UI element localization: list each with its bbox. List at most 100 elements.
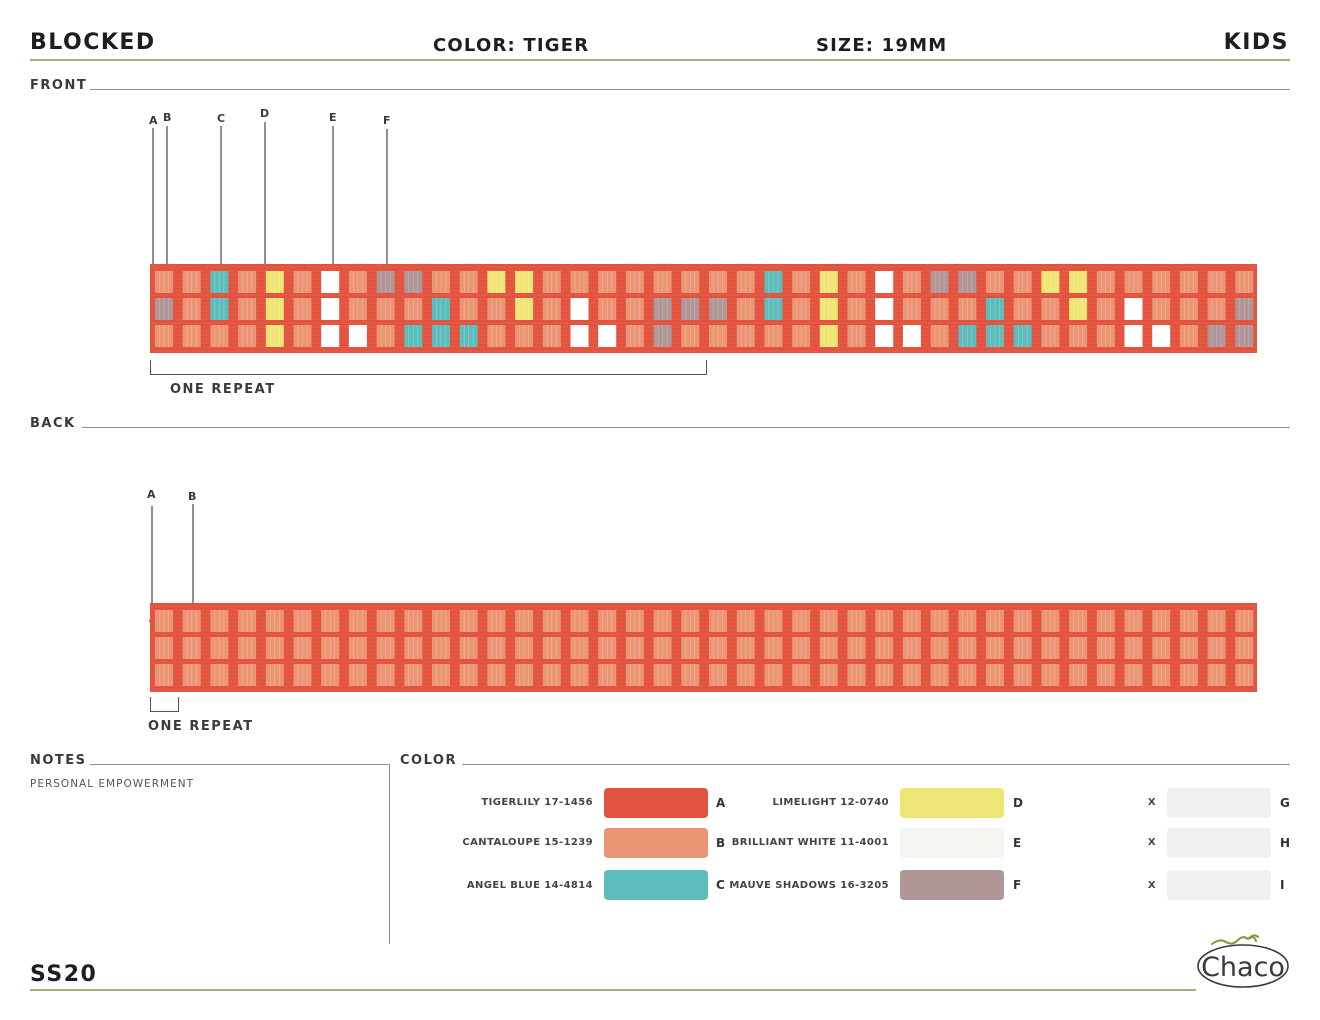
strap-cell <box>459 664 478 686</box>
strap-cell <box>875 664 894 686</box>
strap-cell <box>958 298 977 320</box>
strap-cell <box>1179 637 1198 659</box>
strap-cell <box>598 298 617 320</box>
strap-cell <box>1179 610 1198 632</box>
header-rule <box>30 59 1290 61</box>
strap-cell <box>1013 325 1032 347</box>
strap-cell <box>653 664 672 686</box>
notes-rule <box>90 764 390 765</box>
strap-cell <box>238 271 257 293</box>
swatch-letter-f: F <box>1013 878 1022 892</box>
strap-cell <box>930 637 949 659</box>
strap-cell <box>348 664 367 686</box>
strap-cell <box>958 610 977 632</box>
strap-cell <box>736 664 755 686</box>
strap-cell <box>348 298 367 320</box>
strap-cell <box>182 298 201 320</box>
strap-cell <box>182 271 201 293</box>
strap-cell <box>1041 298 1060 320</box>
strap-cell <box>598 271 617 293</box>
strap-cell <box>1069 610 1088 632</box>
strap-cell <box>404 637 423 659</box>
strap-cell <box>182 664 201 686</box>
strap-cell <box>321 325 340 347</box>
strap-cell <box>1124 664 1143 686</box>
swatch-e <box>900 828 1004 858</box>
strap-cell <box>348 637 367 659</box>
chaco-logo: Chaco <box>1197 934 1289 988</box>
strap-cell <box>404 325 423 347</box>
strap-cell <box>404 271 423 293</box>
strap-cell <box>847 637 866 659</box>
strap-cell <box>1041 664 1060 686</box>
strap-cell <box>598 664 617 686</box>
strap-cell <box>902 637 921 659</box>
swatch-name-i: X <box>1147 880 1156 891</box>
strap-cell <box>487 325 506 347</box>
strap-cell <box>625 610 644 632</box>
back-strap <box>150 603 1257 692</box>
strap-cell <box>376 664 395 686</box>
strap-cell <box>1041 610 1060 632</box>
strap-cell <box>155 298 173 320</box>
strap-cell <box>459 637 478 659</box>
strap-cell <box>875 610 894 632</box>
strap-cell <box>210 271 229 293</box>
swatch-f <box>900 870 1004 900</box>
strap-cell <box>515 325 534 347</box>
back-repeat-label: ONE REPEAT <box>148 719 254 734</box>
strap-cell <box>709 298 727 320</box>
strap-cell <box>1069 271 1088 293</box>
strap-cell <box>1235 637 1254 659</box>
strap-cell <box>1013 298 1032 320</box>
strap-cell <box>1179 271 1198 293</box>
strap-cell <box>792 271 811 293</box>
front-label: FRONT <box>30 78 88 93</box>
strap-cell <box>293 664 312 686</box>
strap-cell <box>1152 664 1171 686</box>
swatch-name-d: LIMELIGHT 12-0740 <box>772 797 889 808</box>
strap-cell <box>902 610 921 632</box>
strap-cell <box>1124 298 1143 320</box>
strap-cell <box>1124 325 1143 347</box>
strap-cell <box>1207 637 1226 659</box>
strap-cell <box>930 664 949 686</box>
strap-cell <box>1207 271 1226 293</box>
strap-cell <box>1235 325 1254 347</box>
strap-cell <box>625 664 644 686</box>
strap-cell <box>321 271 340 293</box>
strap-cell <box>819 637 838 659</box>
strap-cell <box>1124 271 1143 293</box>
strap-cell <box>293 271 312 293</box>
strap-cell <box>819 325 838 347</box>
strap-cell <box>182 637 201 659</box>
strap-cell <box>348 610 367 632</box>
strap-cell <box>598 637 617 659</box>
strap-cell <box>542 271 561 293</box>
front-repeat-bracket <box>150 360 707 375</box>
strap-cell <box>958 325 977 347</box>
strap-cell <box>986 271 1004 293</box>
strap-cell <box>487 271 506 293</box>
strap-cell <box>1179 325 1198 347</box>
front-callout-f: F <box>383 114 391 127</box>
strap-cell <box>681 271 700 293</box>
strap-cell <box>819 298 838 320</box>
strap-cell <box>1152 637 1171 659</box>
strap-cell <box>625 298 644 320</box>
strap-cell <box>1235 298 1254 320</box>
strap-cell <box>736 637 755 659</box>
strap-cell <box>764 610 783 632</box>
strap-cell <box>764 271 783 293</box>
swatch-letter-d: D <box>1013 796 1023 810</box>
strap-cell <box>847 271 866 293</box>
strap-cell <box>293 637 312 659</box>
front-callout-c: C <box>217 112 226 125</box>
footer-rule <box>30 989 1196 991</box>
strap-cell <box>432 610 450 632</box>
color-title: COLOR: TIGER <box>433 35 590 56</box>
strap-cell <box>459 271 478 293</box>
strap-cell <box>1069 664 1088 686</box>
strap-cell <box>542 664 561 686</box>
strap-cell <box>847 325 866 347</box>
